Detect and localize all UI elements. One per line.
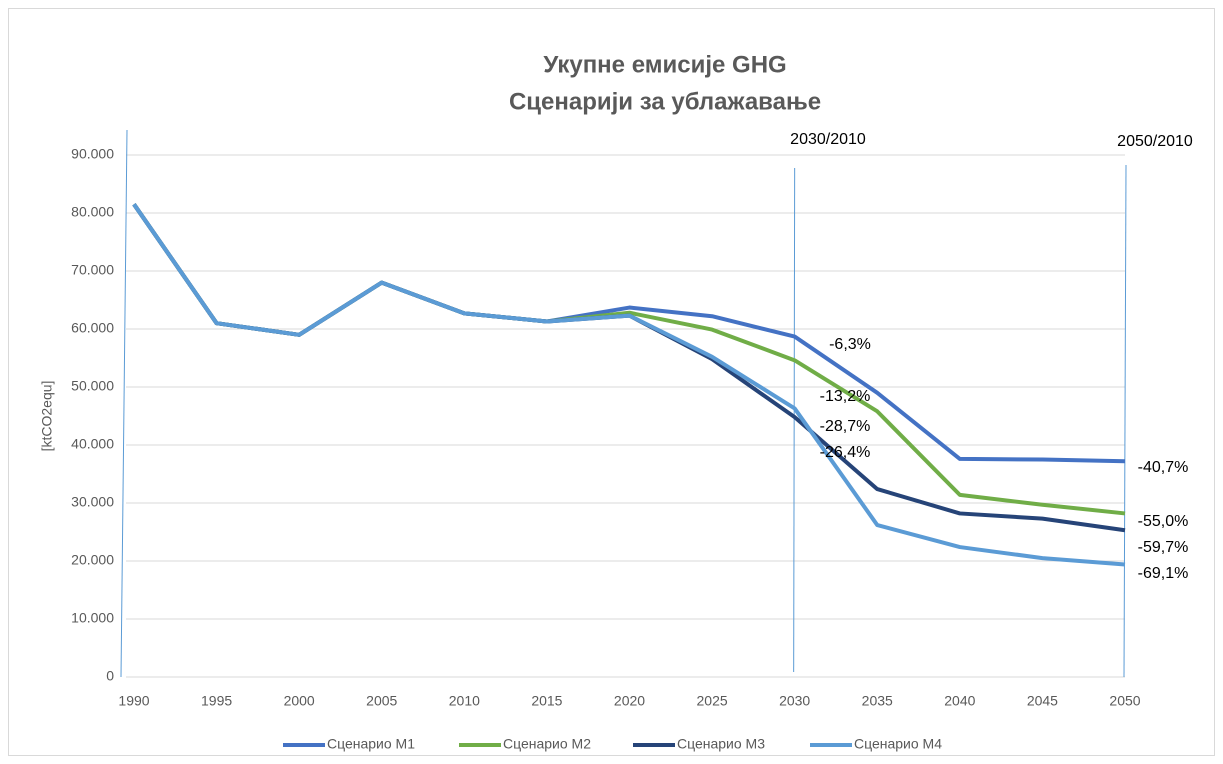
annotation: 2050/2010 (1117, 133, 1193, 150)
legend-label: Сценарио М3 (677, 736, 765, 752)
x-tick-label: 2040 (944, 693, 975, 709)
x-tick-label: 1995 (201, 693, 232, 709)
series-line (132, 203, 1126, 567)
legend-label: Сценарио М4 (854, 736, 942, 752)
y-axis (120, 129, 128, 678)
reference-line (1123, 164, 1127, 678)
annotation: -13,2% (820, 388, 871, 405)
annotation: -55,0% (1138, 513, 1189, 530)
y-tick-label: 60.000 (71, 320, 114, 336)
x-tick-label: 2030 (779, 693, 810, 709)
y-tick-label: 10.000 (71, 610, 114, 626)
legend-label: Сценарио М1 (327, 736, 415, 752)
x-tick-label: 2010 (449, 693, 480, 709)
chart-title: Укупне емисије GHG (543, 51, 786, 78)
annotation: -6,3% (829, 336, 871, 353)
annotation: -40,7% (1138, 459, 1189, 476)
chart-subtitle: Сценарији за ублажавање (509, 88, 821, 115)
y-tick-label: 90.000 (71, 146, 114, 162)
x-tick-label: 2045 (1027, 693, 1058, 709)
y-axis-label: [ktCO2equ] (39, 381, 55, 452)
x-tick-label: 2050 (1109, 693, 1140, 709)
y-tick-label: 40.000 (71, 436, 114, 452)
x-tick-label: 2020 (614, 693, 645, 709)
y-tick-label: 70.000 (71, 262, 114, 278)
annotation: -28,7% (820, 418, 871, 435)
legend-label: Сценарио М2 (503, 736, 591, 752)
annotation: -69,1% (1138, 565, 1189, 582)
x-tick-label: 2000 (284, 693, 315, 709)
y-tick-label: 0 (106, 668, 114, 684)
annotation: -59,7% (1138, 539, 1189, 556)
y-tick-label: 80.000 (71, 204, 114, 220)
x-tick-label: 2005 (366, 693, 397, 709)
y-tick-label: 30.000 (71, 494, 114, 510)
x-tick-label: 2025 (697, 693, 728, 709)
x-tick-label: 1990 (118, 693, 149, 709)
chart-frame (8, 8, 1215, 756)
y-tick-label: 20.000 (71, 552, 114, 568)
x-tick-label: 2035 (862, 693, 893, 709)
reference-line (793, 167, 796, 673)
annotation: 2030/2010 (790, 131, 866, 148)
annotation: -26,4% (820, 444, 871, 461)
x-tick-label: 2015 (531, 693, 562, 709)
y-tick-label: 50.000 (71, 378, 114, 394)
